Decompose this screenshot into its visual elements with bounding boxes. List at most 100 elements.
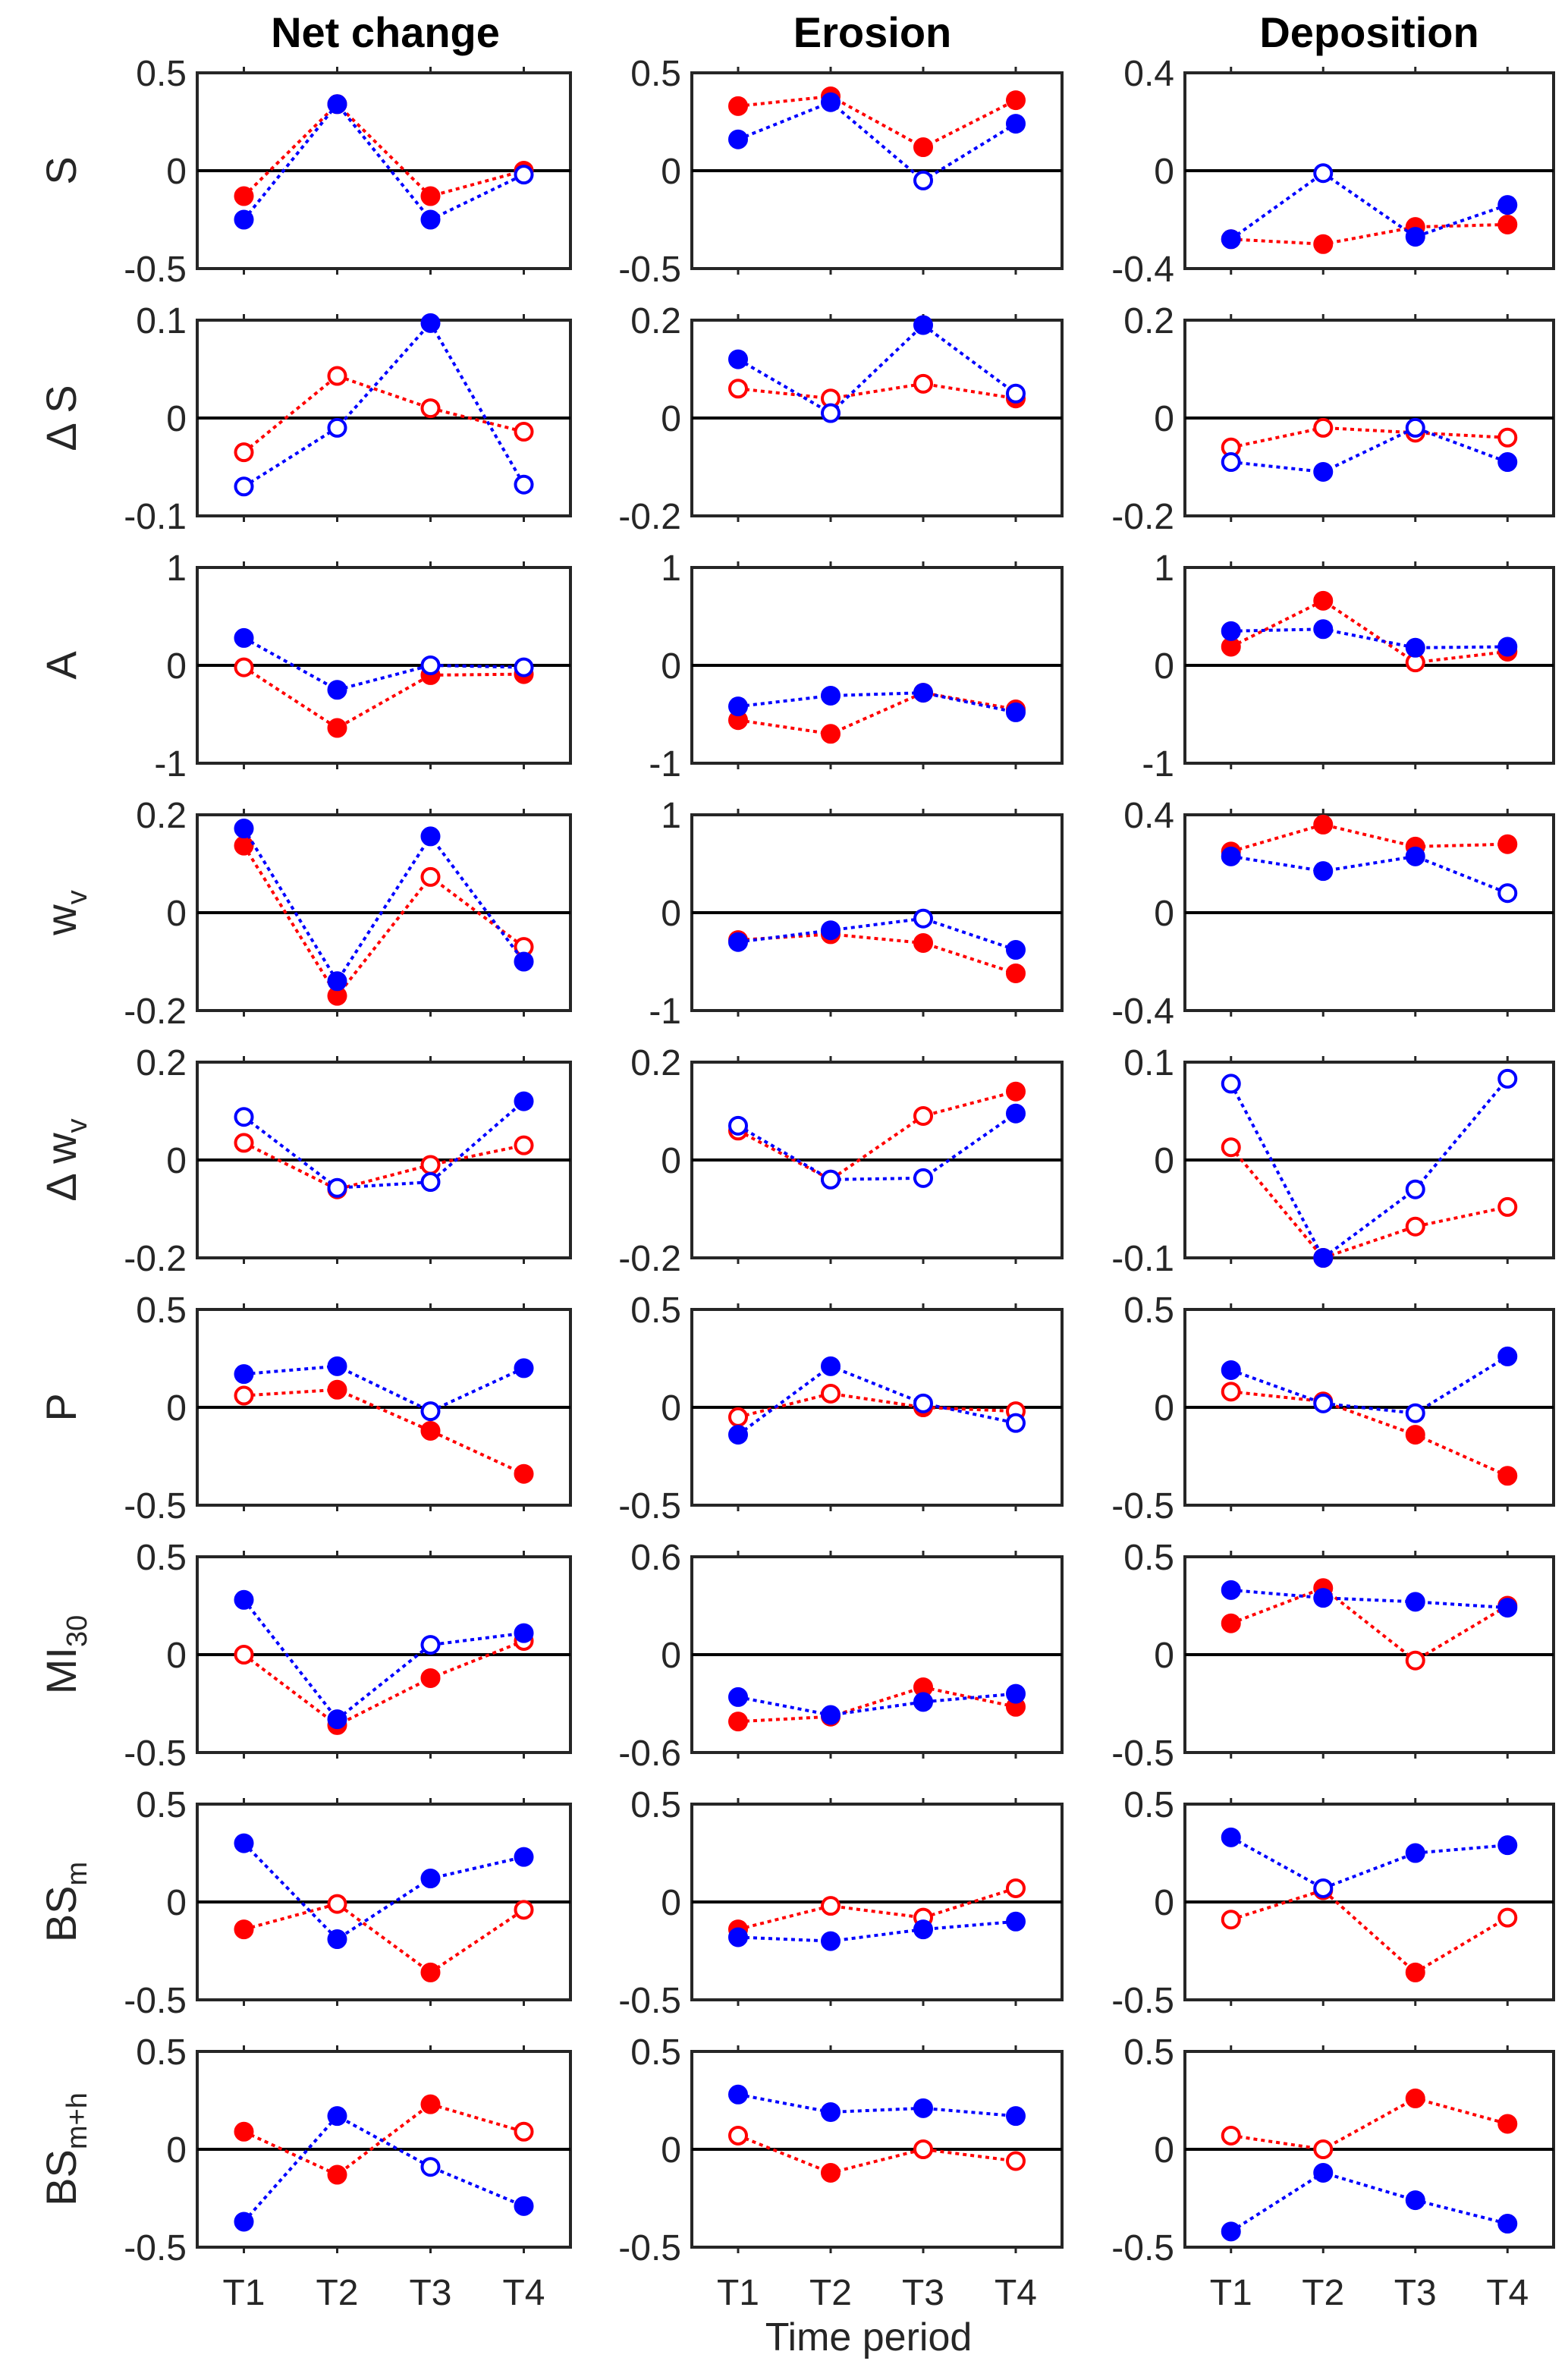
y-tick-label: 0 (1154, 894, 1174, 934)
row-ylabel: P (37, 1393, 85, 1421)
ylabel-subscript: v (61, 1118, 93, 1133)
blue-point-T1-filled (1221, 1360, 1241, 1380)
red-point-T2-open (327, 366, 347, 386)
row-6: MI30 0.5 0 -0.5 0.6 0 -0.6 0.5 0 -0.5 (37, 1538, 1555, 1774)
red-point-T2-filled (821, 724, 841, 744)
blue-point-T1-filled (1221, 1827, 1241, 1847)
row-4: Δ wv 0.2 0 -0.2 0.2 0 -0.2 0.1 0 -0.1 (37, 1043, 1555, 1279)
blue-point-T2-open (327, 1177, 347, 1198)
red-point-T1-open (1221, 1910, 1241, 1930)
red-series-line (1230, 426, 1508, 449)
blue-point-T3-filled (913, 2098, 933, 2118)
y-tick-label: 0 (1154, 399, 1174, 439)
y-tick-label: 0 (166, 646, 187, 687)
red-point-T3-filled (913, 137, 933, 158)
y-tick-label: -0.2 (124, 992, 187, 1032)
y-tick-label: -0.5 (618, 1486, 681, 1526)
row-3: wv 0.2 0 -0.2 1 0 -1 0.4 0 -0.4 (37, 796, 1555, 1032)
blue-point-T1-open (1221, 1074, 1241, 1094)
y-tick-label: -1 (649, 992, 681, 1032)
blue-point-T2-open (821, 1169, 841, 1190)
red-point-T1-filled (234, 2121, 254, 2142)
red-point-T1-open (234, 442, 254, 463)
red-point-T4-open (1006, 1878, 1026, 1898)
panel-8-0: 0.5 0 -0.5 (124, 2032, 572, 2268)
red-point-T1-open (1221, 1137, 1241, 1158)
blue-point-T2-filled (1313, 2162, 1334, 2183)
row-ylabel: BSm+h (37, 2092, 93, 2206)
red-point-T1-filled (728, 1712, 748, 1732)
red-point-T3-filled (420, 1420, 441, 1441)
red-series-line (243, 665, 524, 730)
blue-point-T3-filled (1405, 1592, 1425, 1612)
y-tick-label: -0.5 (124, 2228, 187, 2268)
y-tick-label: -1 (649, 744, 681, 784)
blue-series-line (1230, 854, 1508, 895)
column-title-net-change: Net change (271, 8, 500, 56)
red-point-T4-filled (514, 1463, 534, 1484)
y-tick-label: 0.2 (136, 796, 187, 836)
red-point-T2-open (327, 1894, 347, 1914)
blue-point-T2-filled (821, 1705, 841, 1725)
blue-point-T1-filled (234, 819, 254, 839)
y-tick-label: -1 (154, 744, 187, 784)
panel-7-0: 0.5 0 -0.5 (124, 1785, 572, 2021)
y-tick-label: 0 (661, 399, 681, 439)
y-tick-label: 0.5 (1123, 1538, 1174, 1578)
x-tick-label: T1 (1210, 2273, 1252, 2313)
red-series-line (737, 1391, 1017, 1419)
blue-point-T3-open (420, 655, 441, 675)
y-tick-label: 0 (166, 1388, 187, 1429)
blue-point-T1-filled (234, 1589, 254, 1610)
red-point-T1-filled (234, 835, 254, 856)
y-tick-label: -0.1 (1111, 1239, 1174, 1279)
red-series-line (242, 844, 525, 999)
red-series-line (737, 1887, 1017, 1932)
y-tick-label: -0.2 (1111, 497, 1174, 537)
y-tick-label: -0.5 (124, 250, 187, 290)
red-series-line (737, 1089, 1017, 1182)
y-tick-label: -0.2 (618, 1239, 681, 1279)
y-tick-label: -0.4 (1111, 250, 1174, 290)
red-point-T2-filled (327, 718, 347, 738)
panel-4-2: 0.1 0 -0.1 (1111, 1043, 1555, 1279)
panel-0-0: 0.5 0 -0.5 (124, 54, 572, 290)
red-series-line (1230, 1888, 1509, 1975)
red-point-T1-filled (234, 1919, 254, 1940)
y-tick-label: -0.2 (124, 1239, 187, 1279)
blue-point-T4-filled (514, 1847, 534, 1867)
panel-7-2: 0.5 0 -0.5 (1111, 1785, 1555, 2021)
blue-point-T4-filled (1497, 2214, 1518, 2234)
blue-point-T3-open (420, 1635, 441, 1655)
red-series-line (1230, 222, 1508, 246)
blue-point-T3-filled (1405, 1843, 1425, 1863)
y-tick-label: 0 (166, 1636, 187, 1676)
red-point-T4-open (1006, 2151, 1026, 2171)
y-tick-label: -0.5 (124, 1981, 187, 2021)
red-point-T1-open (1221, 1382, 1241, 1402)
blue-point-T4-filled (1497, 637, 1518, 657)
red-series-line (243, 1141, 524, 1191)
blue-point-T3-open (1405, 1179, 1425, 1199)
blue-point-T4-filled (1006, 702, 1026, 722)
blue-point-T4-filled (1006, 1911, 1026, 1932)
y-tick-label: 0.5 (136, 1290, 187, 1331)
blue-point-T3-open (420, 1401, 441, 1422)
blue-point-T3-filled (420, 209, 441, 230)
blue-point-T2-filled (821, 685, 841, 706)
x-tick-label: T3 (409, 2273, 451, 2313)
row-2: A 1 0 -1 1 0 -1 1 0 -1 (37, 549, 1555, 784)
blue-point-T2-filled (327, 1356, 347, 1376)
red-point-T3-filled (420, 1668, 441, 1688)
red-point-T2-filled (1313, 234, 1334, 254)
y-tick-label: 0.4 (1123, 54, 1174, 94)
red-series-line (737, 382, 1017, 401)
x-tick-label: T3 (902, 2273, 944, 2313)
y-tick-label: -0.5 (1111, 1734, 1174, 1774)
y-tick-label: -0.4 (1111, 992, 1174, 1032)
blue-point-T3-filled (1405, 227, 1425, 247)
y-tick-label: 0 (1154, 1636, 1174, 1676)
blue-point-T2-open (327, 417, 347, 438)
panel-0-1: 0.5 0 -0.5 (618, 54, 1064, 290)
y-tick-label: 1 (166, 549, 187, 589)
